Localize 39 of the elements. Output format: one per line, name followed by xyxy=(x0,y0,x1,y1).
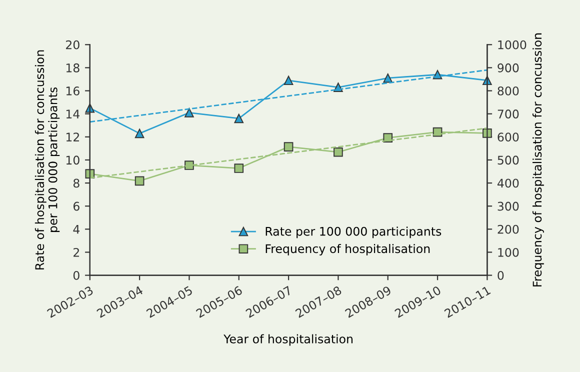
y-tick-label: 8 xyxy=(73,178,80,188)
y2-tick-label: 700 xyxy=(498,110,519,118)
y-tick-label: 0 xyxy=(73,271,80,280)
point xyxy=(383,133,393,142)
point xyxy=(432,70,442,80)
point xyxy=(234,164,244,173)
point xyxy=(383,73,393,83)
point xyxy=(134,176,144,186)
point xyxy=(234,114,244,124)
y-tick-label: 14 xyxy=(66,110,80,118)
y2-tick-label: 100 xyxy=(498,248,519,257)
y-tick-label: 20 xyxy=(66,40,80,50)
point xyxy=(134,128,144,138)
y2-tick-label: 300 xyxy=(498,202,519,211)
y-tick-label: 12 xyxy=(66,132,79,142)
y-tick-label: 6 xyxy=(73,202,80,211)
point xyxy=(284,76,294,86)
y2-axis-title: Frequency of hospitalisation for concussion xyxy=(532,33,544,286)
point xyxy=(184,108,194,118)
y2-tick-label: 900 xyxy=(498,63,519,72)
y2-tick-label: 0 xyxy=(498,271,504,280)
point xyxy=(284,142,294,152)
y-tick-label: 10 xyxy=(66,156,80,165)
y-axis-title: Rate of hospitalisation for concussion per 100 000 participants xyxy=(34,50,60,270)
point xyxy=(334,147,343,157)
y2-tick-label: 600 xyxy=(498,132,519,142)
y2-tick-label: 400 xyxy=(498,178,519,188)
point xyxy=(184,160,194,170)
y2-tick-label: 500 xyxy=(498,156,519,165)
legend-label: Rate per 100 000 participants xyxy=(266,226,442,238)
x-axis-title: Year of hospitalisation xyxy=(224,334,353,346)
y2-tick-label: 1000 xyxy=(498,40,526,50)
y2-tick-label: 800 xyxy=(498,86,519,96)
y-tick-label: 2 xyxy=(74,248,79,257)
legend-label: Frequency of hospitalisation xyxy=(266,244,430,256)
y-tick-label: 4 xyxy=(73,225,80,234)
y-tick-label: 16 xyxy=(66,86,80,96)
y-tick-label: 18 xyxy=(66,63,80,72)
y2-tick-label: 200 xyxy=(498,224,519,234)
